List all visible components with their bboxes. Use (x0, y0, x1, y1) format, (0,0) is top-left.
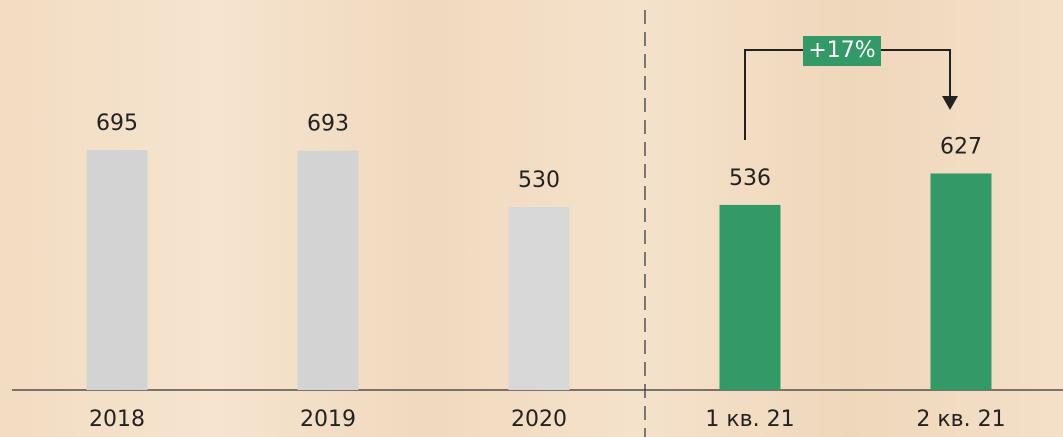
annotation-box (803, 36, 881, 66)
value-label: 695 (96, 111, 138, 136)
value-label: 693 (307, 112, 349, 137)
x-tick-label: 2018 (89, 407, 145, 432)
x-tick-label: 1 кв. 21 (705, 407, 794, 432)
bar (719, 204, 781, 390)
value-label: 627 (940, 134, 982, 159)
arrow-head (942, 96, 958, 110)
bar (297, 150, 359, 390)
bar (930, 173, 992, 390)
value-label: 536 (729, 166, 771, 191)
x-tick-label: 2 кв. 21 (916, 407, 1005, 432)
x-tick-label: 2019 (300, 407, 356, 432)
bar (508, 206, 570, 390)
value-label: 530 (518, 168, 560, 193)
x-tick-label: 2020 (511, 407, 567, 432)
annotation: +17% (808, 38, 875, 63)
bar (86, 150, 148, 390)
